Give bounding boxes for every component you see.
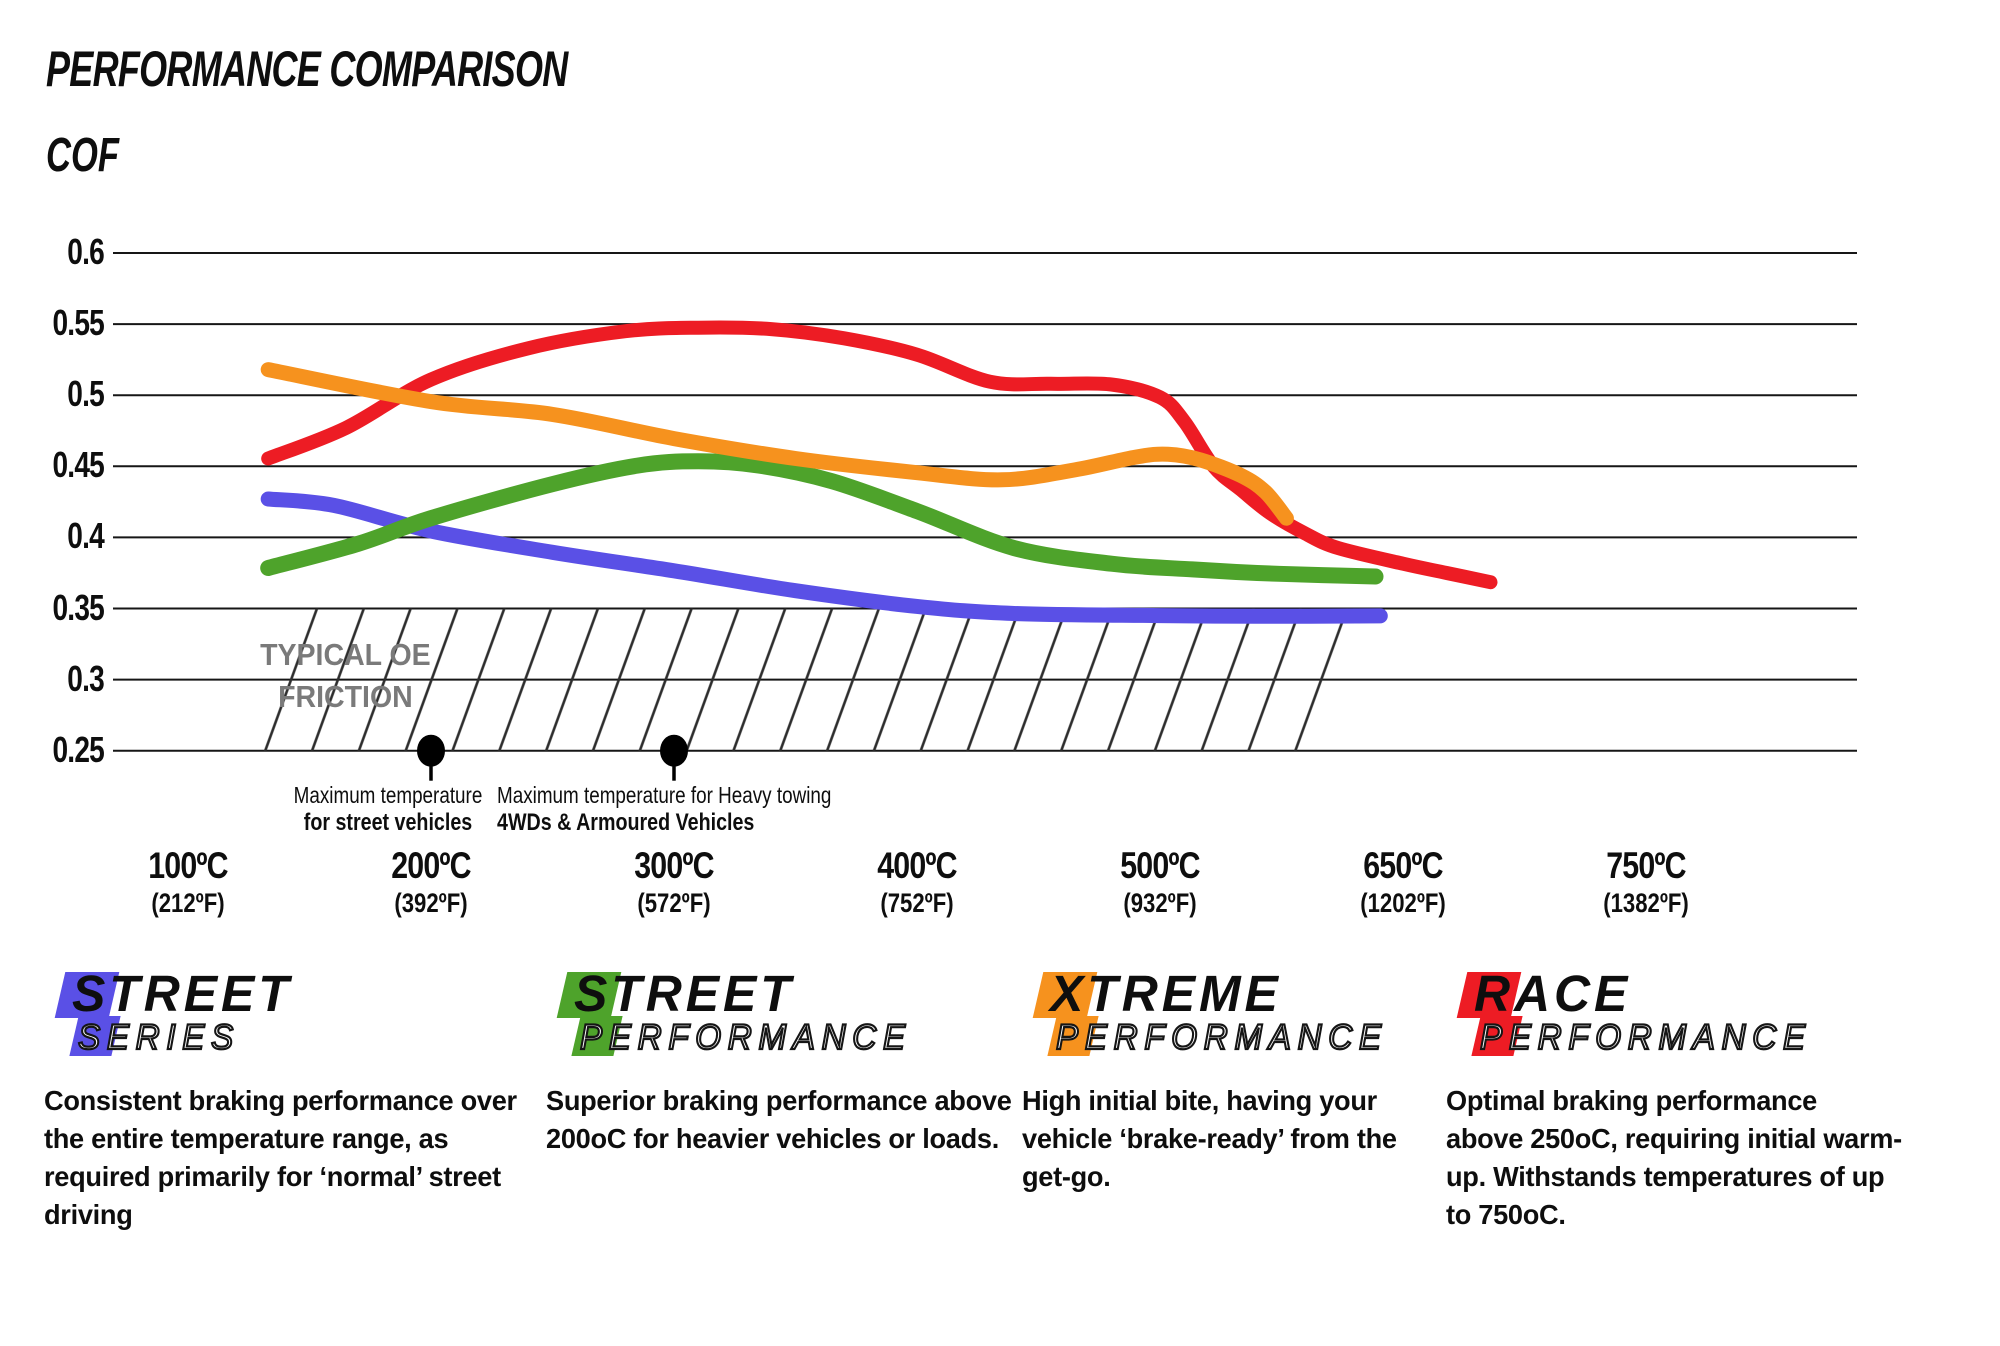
y-axis-tick-label: 0.55 xyxy=(52,302,104,344)
logo-word2: PERFORMANCE xyxy=(1479,1017,1812,1058)
marker-dot xyxy=(417,734,445,767)
street-max-temp-annotation: Maximum temperature for street vehicles xyxy=(265,781,511,837)
x-tick-celsius: 500ºC xyxy=(1120,845,1200,886)
legend-description-line: 200oC for heavier vehicles or loads. xyxy=(546,1123,999,1154)
street-performance-logo: STREET PERFORMANCE xyxy=(546,965,1066,1076)
typical-oe-friction-label: TYPICAL OE FRICTION xyxy=(258,634,433,718)
typical-oe-friction-band xyxy=(245,608,1385,751)
legend-description-line: above 250oC, requiring initial warm- xyxy=(1446,1123,1902,1154)
annotation-line1: Maximum temperature xyxy=(293,782,483,808)
oe-label-line2: FRICTION xyxy=(278,679,413,714)
annotation-line1: Maximum temperature for Heavy towing xyxy=(497,782,832,808)
y-axis-tick-label: 0.25 xyxy=(52,728,104,770)
legend-description-line: up. Withstands temperatures of up xyxy=(1446,1161,1885,1192)
x-tick-fahrenheit: (392ºF) xyxy=(394,888,468,918)
legend-description-line: required primarily for ‘normal’ street xyxy=(44,1161,501,1192)
x-axis-tick-label: 100ºC (212ºF) xyxy=(98,845,278,919)
annotation-line2: 4WDs & Armoured Vehicles xyxy=(497,809,755,836)
page-title: PERFORMANCE COMPARISON xyxy=(46,41,568,97)
y-axis-title: COF xyxy=(46,129,119,182)
oe-label-line1: TYPICAL OE xyxy=(260,637,431,672)
temperature-markers xyxy=(417,734,688,781)
xtreme-performance-logo: XTREME PERFORMANCE xyxy=(1022,965,1542,1076)
street-series-logo: STREET SERIES xyxy=(44,965,564,1076)
legend-street-series: STREET SERIES Consistent braking perform… xyxy=(44,965,564,1230)
x-axis-tick-label: 500ºC (932ºF) xyxy=(1070,845,1250,919)
legend-description-line: to 750oC. xyxy=(1446,1199,1566,1230)
x-axis-tick-label: 400ºC (752ºF) xyxy=(827,845,1007,919)
legend-description: High initial bite, having your vehicle ‘b… xyxy=(1022,1082,1397,1196)
x-tick-fahrenheit: (752ºF) xyxy=(880,888,954,918)
logo-word1: RACE xyxy=(1474,965,1632,1022)
curve-race-performance xyxy=(261,320,1498,590)
logo-word2: PERFORMANCE xyxy=(1055,1017,1388,1058)
x-tick-fahrenheit: (212ºF) xyxy=(151,888,225,918)
legend-description-line: High initial bite, having your xyxy=(1022,1085,1377,1116)
legend-xtreme-performance: XTREME PERFORMANCE High initial bite, ha… xyxy=(1022,965,1542,1192)
legend-description: Consistent braking performance over the e… xyxy=(44,1082,517,1234)
x-axis-tick-label: 300ºC (572ºF) xyxy=(584,845,764,919)
y-axis-tick-label: 0.5 xyxy=(67,373,104,415)
legend-description-line: Consistent braking performance over xyxy=(44,1085,517,1116)
x-tick-fahrenheit: (932ºF) xyxy=(1123,888,1197,918)
cof-curves xyxy=(260,320,1498,624)
x-tick-celsius: 400ºC xyxy=(877,845,957,886)
curve-street-performance xyxy=(260,453,1384,585)
marker-dot xyxy=(660,734,688,767)
legend-description: Optimal braking performance above 250oC, … xyxy=(1446,1082,1902,1234)
logo-word1: STREET xyxy=(574,965,795,1022)
x-tick-celsius: 300ºC xyxy=(634,845,714,886)
x-tick-celsius: 650ºC xyxy=(1363,845,1443,886)
curve-xtreme-performance xyxy=(260,362,1294,526)
y-axis-tick-label: 0.35 xyxy=(52,586,104,628)
legend-description-line: the entire temperature range, as xyxy=(44,1123,449,1154)
legend-description-line: get-go. xyxy=(1022,1161,1111,1192)
logo-word1: XTREME xyxy=(1050,965,1282,1022)
x-tick-fahrenheit: (1382ºF) xyxy=(1603,888,1689,918)
towing-max-temp-annotation: Maximum temperature for Heavy towing 4WD… xyxy=(497,781,831,837)
x-axis-tick-label: 650ºC (1202ºF) xyxy=(1313,845,1493,919)
y-axis-tick-label: 0.45 xyxy=(52,444,104,486)
logo-word1: STREET xyxy=(72,965,293,1022)
y-axis-tick-label: 0.6 xyxy=(67,231,104,272)
legend-description-line: Optimal braking performance xyxy=(1446,1085,1817,1116)
legend-description: Superior braking performance above 200oC … xyxy=(546,1082,1012,1158)
logo-word2: SERIES xyxy=(77,1017,240,1058)
x-tick-celsius: 200ºC xyxy=(391,845,471,886)
x-tick-celsius: 100ºC xyxy=(148,845,228,886)
legend-description-line: vehicle ‘brake-ready’ from the xyxy=(1022,1123,1397,1154)
x-tick-fahrenheit: (572ºF) xyxy=(637,888,711,918)
legend-description-line: Superior braking performance above xyxy=(546,1085,1012,1116)
legend-race-performance: RACE PERFORMANCE Optimal braking perform… xyxy=(1446,965,1966,1230)
x-tick-fahrenheit: (1202ºF) xyxy=(1360,888,1446,918)
legend-description-line: driving xyxy=(44,1199,133,1230)
annotation-line2: for street vehicles xyxy=(303,809,473,836)
y-axis-tick-label: 0.4 xyxy=(67,515,104,557)
y-axis-tick-label: 0.3 xyxy=(67,657,104,699)
x-tick-celsius: 750ºC xyxy=(1606,845,1686,886)
x-axis-tick-label: 750ºC (1382ºF) xyxy=(1556,845,1736,919)
legend-street-performance: STREET PERFORMANCE Superior braking perf… xyxy=(546,965,1066,1154)
x-axis-tick-label: 200ºC (392ºF) xyxy=(341,845,521,919)
race-performance-logo: RACE PERFORMANCE xyxy=(1446,965,1966,1076)
logo-word2: PERFORMANCE xyxy=(579,1017,912,1058)
